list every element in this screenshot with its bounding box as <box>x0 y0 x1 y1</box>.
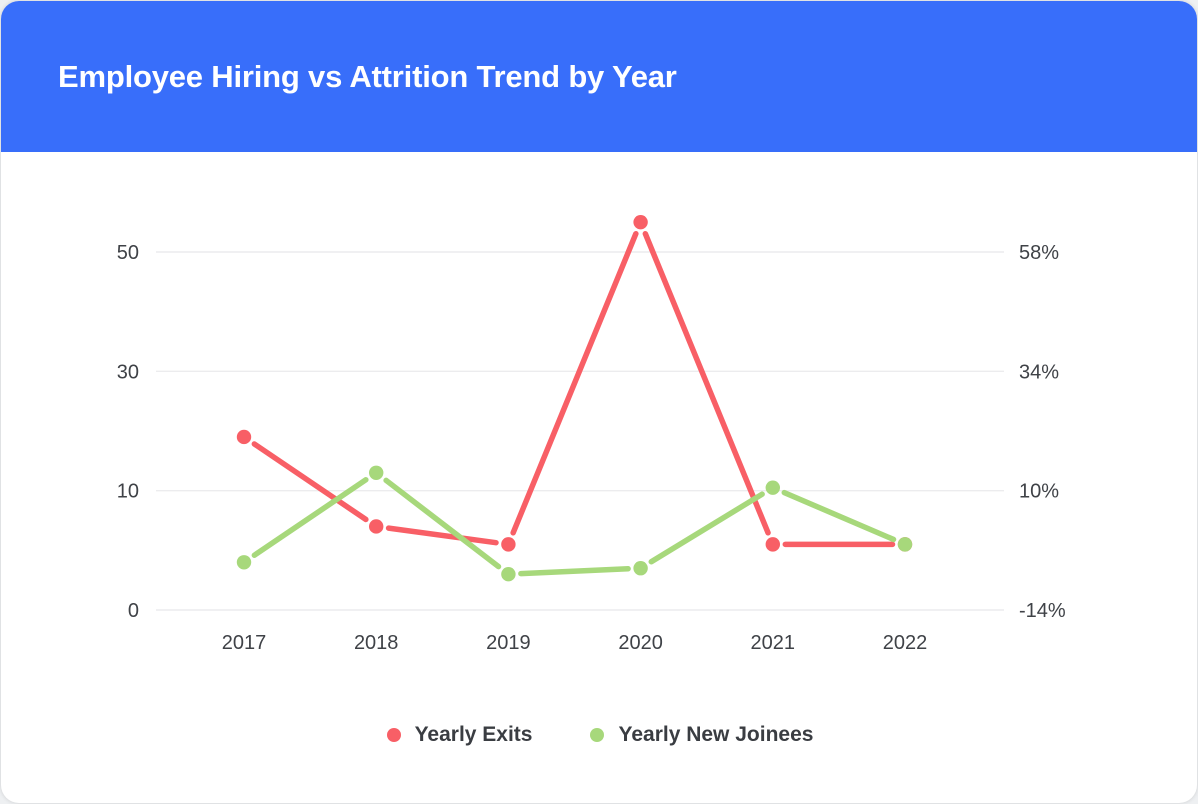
series-segment-yearly-new-joinees <box>648 491 765 565</box>
series-segment-yearly-exits <box>251 441 369 523</box>
y-axis-tick-right: 10% <box>1019 481 1059 503</box>
y-axis-tick-right: 58% <box>1019 242 1059 264</box>
chart-legend: Yearly Exits Yearly New Joinees <box>1 714 1197 756</box>
legend-marker-icon <box>386 728 401 742</box>
series-segment-yearly-new-joinees <box>781 489 897 543</box>
legend-item-yearly-exits[interactable]: Yearly Exits <box>386 723 533 747</box>
series-segment-yearly-new-joinees <box>251 477 369 559</box>
y-axis-tick-left: 0 <box>128 600 139 622</box>
y-axis-tick-left: 50 <box>117 242 139 264</box>
data-point-yearly-exits[interactable] <box>501 537 516 552</box>
data-point-yearly-new-joinees[interactable] <box>236 555 252 570</box>
x-axis-tick: 2020 <box>618 632 663 654</box>
data-point-yearly-exits[interactable] <box>633 214 648 230</box>
y-axis-tick-left: 30 <box>117 361 139 383</box>
chart-header: Employee Hiring vs Attrition Trend by Ye… <box>1 1 1197 152</box>
chart-canvas: 0 -14% 10 10% 30 34% 50 58% 2017 2018 2019 2020 2021… <box>117 214 1066 654</box>
x-axis-tick: 2019 <box>486 632 531 654</box>
series-segment-yearly-exits <box>510 230 639 536</box>
legend-marker-icon <box>590 728 605 742</box>
data-point-yearly-new-joinees[interactable] <box>633 561 648 576</box>
chart-title: Employee Hiring vs Attrition Trend by Ye… <box>58 58 677 94</box>
x-axis-tick: 2022 <box>883 632 928 654</box>
data-point-yearly-new-joinees[interactable] <box>765 480 780 495</box>
series-segment-yearly-exits <box>642 230 771 536</box>
line-chart: 0 -14% 10 10% 30 34% 50 58% 2017 2018 2019 2020 2021… <box>1 152 1197 803</box>
data-point-yearly-exits[interactable] <box>369 519 384 534</box>
y-axis-tick-left: 10 <box>117 481 139 503</box>
series-segment-yearly-new-joinees <box>518 566 631 577</box>
legend-item-yearly-new-joinees[interactable]: Yearly New Joinees <box>590 723 813 747</box>
data-point-yearly-new-joinees[interactable] <box>369 465 384 480</box>
series-segment-yearly-new-joinees <box>383 477 502 570</box>
x-axis-tick: 2021 <box>751 632 796 654</box>
x-axis-tick: 2018 <box>354 632 399 654</box>
legend-label: Yearly New Joinees <box>618 723 814 746</box>
y-axis-tick-right: 34% <box>1019 361 1059 383</box>
x-axis-tick: 2017 <box>222 632 267 654</box>
series-segment-yearly-exits <box>385 525 499 546</box>
data-point-yearly-exits[interactable] <box>765 537 780 552</box>
data-point-yearly-new-joinees[interactable] <box>501 567 516 582</box>
data-point-yearly-exits[interactable] <box>236 429 252 445</box>
legend-label: Yearly Exits <box>414 723 533 746</box>
data-point-yearly-new-joinees[interactable] <box>897 537 913 552</box>
y-axis-tick-right: -14% <box>1019 600 1066 622</box>
